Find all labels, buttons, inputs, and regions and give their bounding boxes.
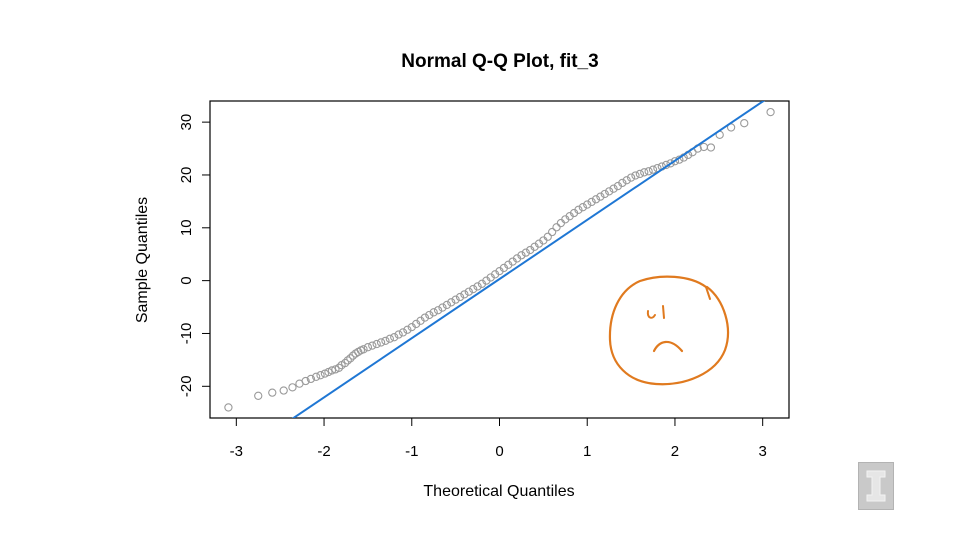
data-point [517,251,526,260]
y-tick-label: 20 [178,167,195,184]
data-point [464,287,473,296]
data-point [224,403,233,412]
data-point [433,306,443,315]
data-point [578,203,587,212]
data-point [429,308,438,317]
data-point [521,248,530,257]
reference-line [291,101,766,418]
illinois-block-i-icon [858,462,894,510]
data-point [635,169,645,179]
data-point [390,333,399,342]
y-tick-label: 30 [178,114,195,131]
sample-points [224,107,775,412]
data-point [425,310,434,320]
data-point [306,374,316,384]
x-axis: -3 -2 -1 0 1 2 3 [230,417,767,460]
data-point [591,195,601,204]
data-point [403,325,412,334]
y-tick-label: -10 [178,323,195,345]
data-point [552,223,561,232]
x-tick-label: -1 [405,443,418,460]
data-point [618,178,627,188]
y-tick-label: -20 [178,375,195,397]
data-point [368,341,377,350]
data-point [631,171,640,180]
data-point [420,313,430,322]
data-point [363,343,373,352]
data-point [340,358,350,368]
y-tick-label: 10 [178,219,195,236]
x-tick-label: -2 [317,443,330,460]
data-point [376,338,386,347]
data-point [587,197,596,207]
data-point [311,372,321,381]
x-tick-label: 0 [495,443,503,460]
data-point [583,200,592,209]
face-right-eye [662,305,665,319]
data-point [547,227,557,237]
sad-face-icon [608,275,730,386]
data-point [394,330,403,339]
data-point [279,386,288,395]
x-tick-label: 3 [759,443,767,460]
data-point [626,173,636,182]
data-point [346,354,355,363]
data-point [644,167,653,176]
data-point [447,298,456,307]
data-point [334,363,344,372]
y-tick-label: 0 [178,276,195,284]
data-point [460,290,469,299]
data-point [451,295,460,304]
data-point [398,328,408,337]
face-frown [652,340,684,353]
x-axis-title: Theoretical Quantiles [423,483,574,500]
data-point [288,383,297,392]
data-point [609,184,618,193]
data-point [605,187,614,196]
data-point [343,356,352,365]
data-point [600,189,609,199]
data-point [327,366,337,375]
data-point [766,107,775,117]
data-point [381,336,390,346]
data-point [574,205,583,214]
y-axis: -20 -10 0 10 20 30 [178,114,210,397]
data-point [469,284,478,294]
x-tick-label: -3 [230,443,243,460]
data-point [385,334,394,343]
face-outline [608,275,730,386]
data-point [706,143,716,152]
data-point [372,339,381,349]
logo-glyph [866,470,886,502]
data-point [438,303,447,312]
x-tick-label: 2 [671,443,679,460]
data-point [596,192,605,201]
data-point [740,119,749,128]
data-point [670,157,680,166]
chart-title: Normal Q-Q Plot, fit_3 [401,51,598,72]
face-left-eye [646,310,656,319]
data-point [622,176,631,185]
data-point [473,282,482,291]
data-point [648,165,658,174]
y-axis-title: Sample Quantiles [134,197,151,323]
face-tick [705,286,711,300]
data-point [543,232,552,241]
data-point [442,300,452,310]
data-point [268,388,277,397]
data-point [359,345,368,354]
data-point [455,292,465,302]
plot-frame [209,100,790,419]
data-point [254,391,263,400]
data-point [666,159,675,168]
x-tick-label: 1 [583,443,591,460]
data-point [316,371,325,380]
data-point [640,168,649,177]
data-point [301,376,310,386]
